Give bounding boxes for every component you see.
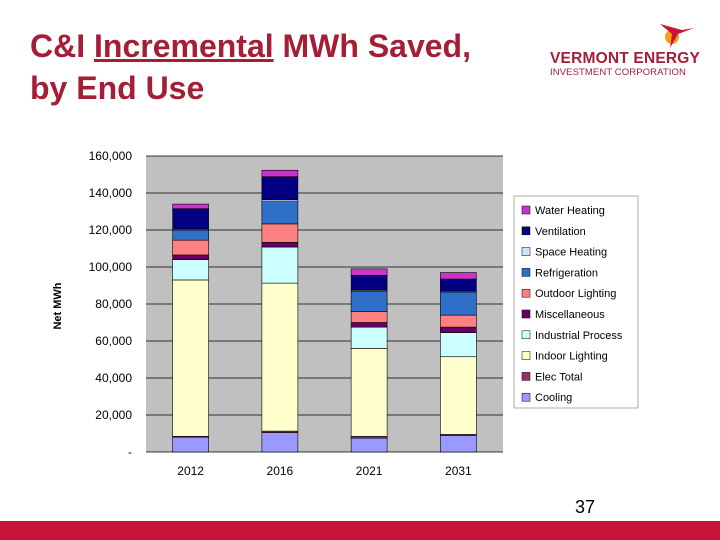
bar-segment (350, 275, 388, 291)
bar-segment (172, 239, 209, 256)
legend-label: Miscellaneous (535, 309, 605, 321)
bar-segment (172, 208, 209, 230)
y-tick-label: 40,000 (95, 371, 132, 385)
bar-segment (440, 278, 477, 292)
legend-swatch (521, 247, 531, 256)
legend-swatch (521, 392, 531, 402)
legend-label: Elec Total (535, 371, 583, 383)
bar-segment (350, 437, 388, 453)
legend-swatch (521, 309, 531, 319)
y-tick-label: 80,000 (95, 297, 132, 311)
legend-swatch (521, 351, 531, 360)
y-tick-label: - (128, 445, 132, 459)
page-number: 37 (574, 497, 596, 517)
bar-segment (440, 291, 477, 316)
veic-logo: VERMONT ENERGY INVESTMENT CORPORATION (548, 20, 701, 80)
y-tick-label: 20,000 (95, 408, 132, 422)
bar-segment (350, 311, 388, 323)
bar-segment (172, 436, 209, 453)
y-axis-ticks: - 20,000 40,000 60,000 80,000 100,000 120,000 1… (89, 149, 133, 459)
legend-label: Industrial Process (535, 330, 623, 342)
title-line-1: C&I Incremental MWh Saved, (30, 26, 540, 68)
title-underlined-word: Incremental (94, 28, 274, 64)
bar-segment (440, 326, 477, 333)
bar-segment (440, 332, 477, 358)
bar-segment (261, 169, 299, 178)
bar-segment (172, 203, 209, 210)
legend-swatch (521, 268, 531, 277)
bar-segment (172, 229, 209, 241)
y-tick-label: 140,000 (89, 186, 133, 200)
x-axis-ticks: 2012 2016 2021 2031 (177, 464, 472, 478)
legend-swatch (521, 372, 531, 381)
y-tick-label: 60,000 (95, 334, 132, 348)
logo-subtitle: INVESTMENT CORPORATION (550, 67, 686, 78)
bar-segment (440, 272, 477, 280)
stacked-bar-chart: - 20,000 40,000 60,000 80,000 100,000 120,000 1… (52, 149, 639, 478)
bar-segment (172, 254, 209, 260)
bar-segment (440, 356, 477, 435)
bar-segment (261, 246, 299, 284)
legend-label: Refrigeration (535, 267, 598, 279)
legend-label: Outdoor Lighting (535, 288, 616, 300)
sun-bird-logo-icon (660, 24, 694, 48)
bar-segment (261, 432, 299, 453)
bar-segment (261, 223, 299, 243)
title-line-2: by End Use (30, 69, 205, 106)
bar-segment (172, 279, 209, 437)
bar-segment (261, 176, 299, 201)
bar-segment (261, 242, 299, 248)
legend-label: Cooling (535, 392, 572, 404)
legend-swatch (521, 330, 531, 340)
bar-segment (350, 326, 388, 349)
y-axis-label: Net MWh (52, 282, 64, 329)
bar-segment (350, 322, 388, 328)
legend-swatch (521, 205, 531, 215)
x-tick-label: 2016 (267, 464, 294, 478)
y-tick-label: 160,000 (89, 149, 133, 163)
legend: Water Heating Ventilation Space Heating Ref… (513, 195, 639, 409)
legend-label: Water Heating (535, 205, 605, 217)
bar-segment (350, 348, 388, 437)
slide-title: C&I Incremental MWh Saved, by End Use (30, 26, 540, 109)
bar-segment (172, 259, 209, 281)
title-part-2: MWh Saved, (273, 28, 471, 64)
legend-box (513, 195, 639, 409)
bars (172, 169, 477, 453)
bar-segment (261, 201, 299, 225)
y-tick-label: 120,000 (89, 223, 133, 237)
x-tick-label: 2021 (356, 464, 383, 478)
bar-segment (350, 290, 388, 312)
legend-label: Space Heating (535, 247, 607, 259)
y-tick-label: 100,000 (89, 260, 133, 274)
bar-segment (440, 314, 477, 328)
x-tick-label: 2012 (177, 464, 204, 478)
legend-label: Indoor Lighting (535, 351, 608, 363)
title-part-1: C&I (30, 28, 94, 64)
bar-segment (261, 282, 299, 432)
footer-bar (0, 521, 720, 540)
legend-swatch (521, 226, 531, 236)
bar-segment (350, 268, 388, 276)
logo-name: VERMONT ENERGY (550, 50, 701, 67)
logo-bird (660, 24, 694, 48)
x-tick-label: 2031 (445, 464, 472, 478)
legend-label: Ventilation (535, 226, 586, 238)
legend-swatch (521, 288, 531, 298)
bar-segment (440, 435, 477, 453)
